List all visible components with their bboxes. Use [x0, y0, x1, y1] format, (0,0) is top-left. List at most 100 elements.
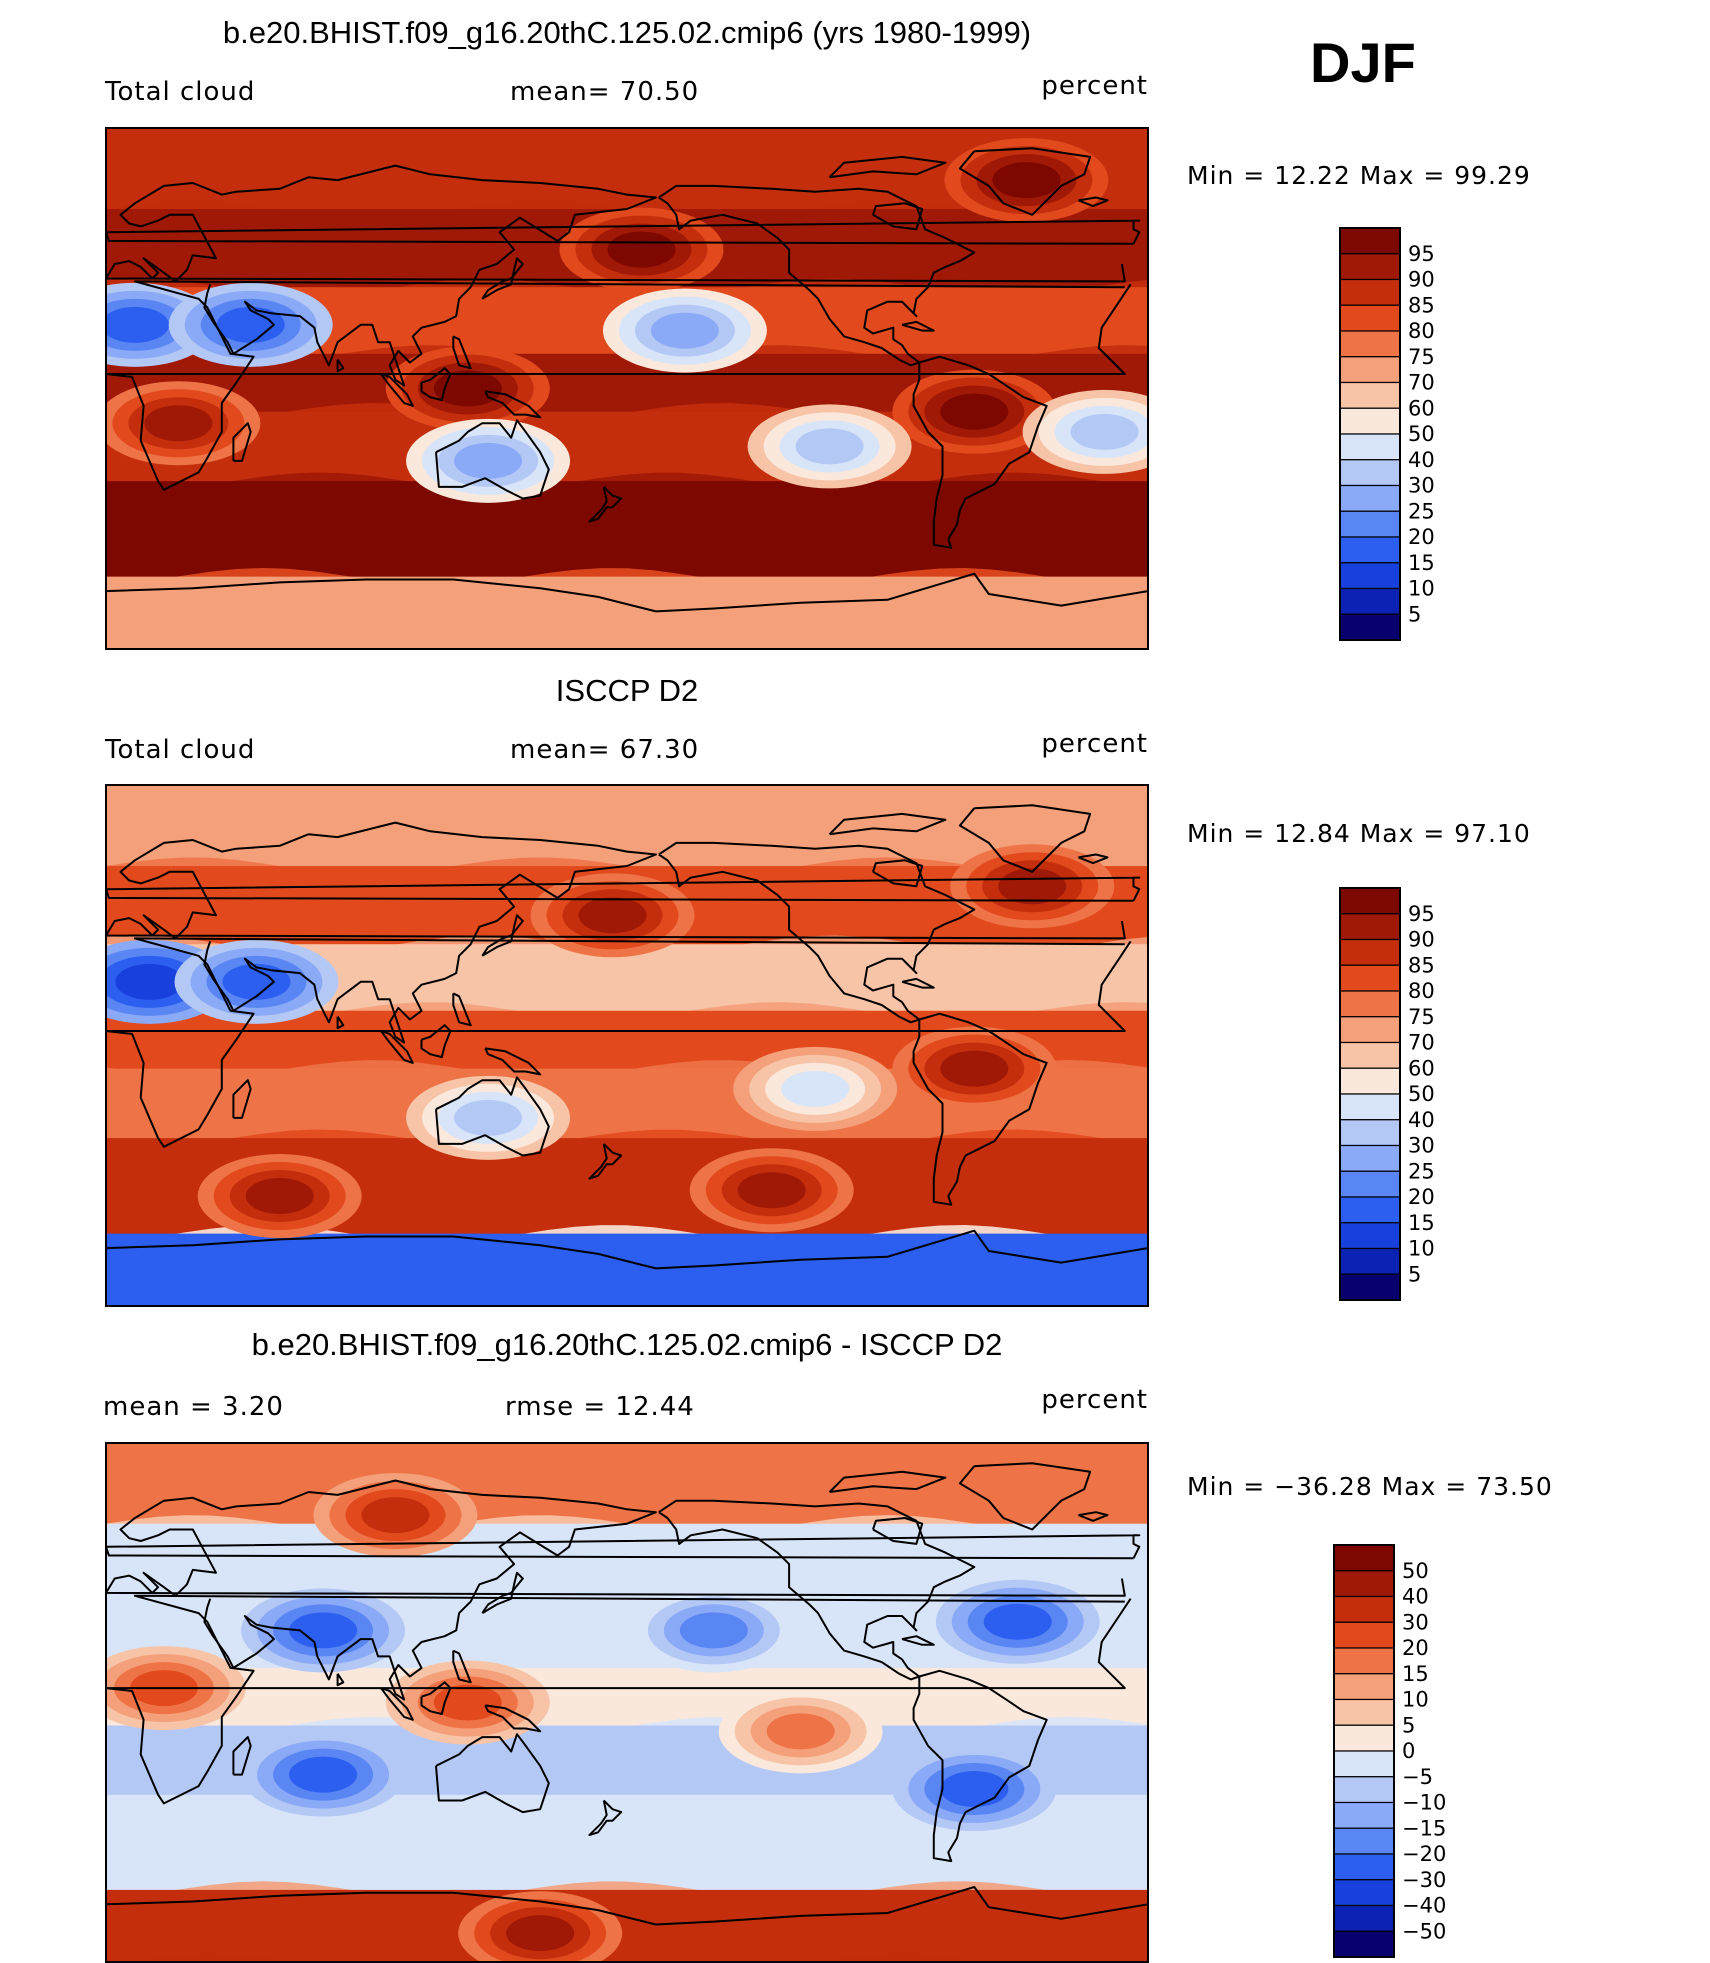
- coastline-18: [452, 1649, 472, 1684]
- map-frame: [105, 1442, 1149, 1963]
- coastline-7: [105, 572, 1149, 613]
- coastline-5: [912, 1012, 1048, 1206]
- coastlines: [105, 1462, 1149, 1926]
- colorbar-tick-label: 40: [1402, 1585, 1429, 1609]
- contour-map: [106, 1443, 1148, 1963]
- colorbar-segment: [1339, 1222, 1401, 1250]
- coastline-12: [484, 1047, 542, 1076]
- colorbar-segment: [1339, 356, 1401, 384]
- colorbar-segment: [1339, 330, 1401, 358]
- coastline-16: [1078, 1511, 1109, 1522]
- coastline-9: [481, 914, 524, 957]
- colorbar-segment: [1333, 1673, 1395, 1701]
- panel-units-label: percent: [1041, 1385, 1148, 1415]
- panel-min-max: Min = 12.22 Max = 99.29: [1187, 161, 1531, 190]
- coastline-16: [1078, 196, 1109, 208]
- colorbar-tick-label: 40: [1408, 1108, 1435, 1132]
- contour-blob-australia-interior: [454, 1099, 523, 1136]
- colorbar-segment: [1339, 433, 1401, 461]
- contour-blob-ne-pacific-clear: [650, 312, 719, 349]
- colorbar-tick-label: 85: [1408, 953, 1435, 977]
- band-transition: [121, 1297, 990, 1306]
- coastline-1: [105, 176, 1126, 283]
- colorbar-tick-label: 95: [1408, 242, 1435, 266]
- coastline-18: [452, 992, 472, 1027]
- colorbar-segment: [1339, 964, 1401, 992]
- coastline-7: [105, 1229, 1149, 1270]
- colorbar-tick-label: 85: [1408, 293, 1435, 317]
- coastline-17: [336, 359, 345, 373]
- colorbar-tick-label: 90: [1408, 268, 1435, 292]
- contour-blob-greenland: [992, 162, 1061, 199]
- zonal-band: [106, 1233, 1148, 1306]
- contour-blob-north-atlantic-neg: [983, 1603, 1052, 1640]
- colorbar-tick-label: 30: [1402, 1610, 1429, 1634]
- coastline-19: [828, 155, 947, 179]
- coastline-9: [481, 257, 524, 300]
- colorbar-tick-label: 90: [1408, 928, 1435, 952]
- zonal-band: [106, 1443, 1148, 1525]
- colorbar-segment: [1339, 381, 1401, 409]
- colorbar-segment: [1333, 1801, 1395, 1829]
- colorbar-tick-label: 80: [1408, 319, 1435, 343]
- coastline-20: [872, 1517, 924, 1545]
- coastline-8: [232, 1736, 252, 1776]
- colorbar-segment: [1339, 304, 1401, 332]
- zonal-band: [106, 576, 1148, 649]
- coastline-15: [901, 320, 935, 332]
- colorbar-tick-label: 0: [1402, 1739, 1415, 1763]
- coastline-13: [588, 486, 623, 523]
- panel-mean-label: mean= 70.50: [510, 77, 699, 107]
- coastline-13: [588, 1143, 623, 1180]
- colorbar-segment: [1333, 1750, 1395, 1778]
- coastline-2: [203, 821, 657, 1044]
- contour-blob-arabia-desert: [216, 306, 285, 343]
- coastline-20: [872, 859, 924, 888]
- colorbar-tick-label: 10: [1408, 577, 1435, 601]
- colorbar-tick-label: 70: [1408, 371, 1435, 395]
- coastline-15: [901, 1635, 935, 1646]
- coastline-18: [452, 335, 472, 370]
- coastline-4: [658, 841, 976, 1024]
- coastline-3: [435, 1076, 550, 1157]
- colorbar-segment: [1339, 562, 1401, 590]
- coastline-12: [484, 390, 542, 419]
- colorbar-segment: [1339, 1144, 1401, 1172]
- colorbar-segment: [1339, 938, 1401, 966]
- colorbar-segment: [1333, 1930, 1395, 1958]
- coastline-14: [105, 876, 1141, 902]
- colorbar-segment: [1339, 510, 1401, 538]
- panel-units-label: percent: [1041, 729, 1148, 759]
- panel-observation: ISCCP D2 Total cloud mean= 67.30 percent…: [104, 673, 1530, 1307]
- colorbar-tick-label: 30: [1408, 474, 1435, 498]
- coastline-8: [232, 422, 252, 462]
- coastline-1: [105, 1491, 1126, 1597]
- coastline-19: [828, 812, 947, 836]
- contour-blob-amazon: [940, 1050, 1009, 1087]
- panel-title: b.e20.BHIST.f09_g16.20thC.125.02.cmip6 (…: [223, 15, 1031, 50]
- band-transition: [121, 640, 990, 649]
- contour-blob-se-pacific-clear: [781, 1070, 850, 1107]
- contour-map: [106, 128, 1148, 649]
- coastline-11: [380, 1687, 414, 1721]
- coastline-2: [203, 164, 657, 387]
- coastline-11: [380, 373, 414, 407]
- panel-mean-label: mean = 3.20: [103, 1392, 284, 1422]
- colorbar-tick-label: 70: [1408, 1031, 1435, 1055]
- coastline-16: [1078, 853, 1109, 865]
- contour-blob-amazon: [940, 393, 1009, 430]
- colorbar-frame: [1333, 1544, 1395, 1958]
- colorbar-tick-label: 10: [1408, 1237, 1435, 1261]
- coastline-13: [588, 1799, 623, 1837]
- colorbar-tick-label: 50: [1408, 422, 1435, 446]
- coastline-14: [105, 1534, 1141, 1560]
- colorbar-tick-label: −10: [1402, 1791, 1446, 1815]
- coastline-10: [420, 367, 452, 402]
- colorbar-segment: [1339, 913, 1401, 941]
- colorbar-segment: [1339, 1041, 1401, 1069]
- panel-difference: b.e20.BHIST.f09_g16.20thC.125.02.cmip6 -…: [103, 1327, 1552, 1963]
- colorbar-segment: [1339, 227, 1401, 255]
- colorbar-tick-label: 25: [1408, 499, 1435, 523]
